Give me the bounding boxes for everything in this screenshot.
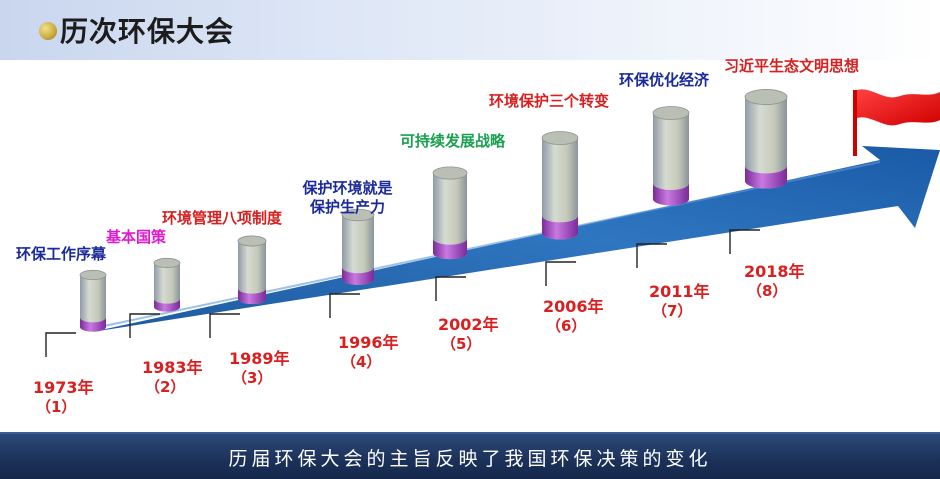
milestone-cylinder bbox=[153, 257, 181, 312]
milestone-index: （8） bbox=[747, 282, 788, 300]
milestone-year: 1989年 bbox=[229, 349, 290, 368]
milestone-cylinder bbox=[541, 131, 579, 240]
milestone-label: 环境保护三个转变 bbox=[489, 92, 610, 110]
page-title: 历次环保大会 bbox=[60, 15, 235, 48]
milestone-year: 2011年 bbox=[649, 282, 710, 301]
milestone-index: （2） bbox=[145, 378, 186, 396]
milestone-label: 习近平生态文明思想 bbox=[724, 57, 860, 75]
milestone-cylinder bbox=[432, 166, 468, 260]
milestone-year: 2018年 bbox=[744, 262, 805, 281]
milestone-cylinder bbox=[79, 269, 107, 332]
milestone-label: 环境管理八项制度 bbox=[162, 209, 283, 227]
step-marker bbox=[435, 276, 466, 301]
milestone-label: 环保优化经济 bbox=[619, 71, 710, 89]
timeline-diagram bbox=[45, 89, 940, 357]
footer-bar: 历届环保大会的主旨反映了我国环保决策的变化 bbox=[0, 432, 940, 479]
milestone-index: （6） bbox=[546, 317, 587, 335]
title-bullet-icon bbox=[39, 22, 57, 40]
milestone-year: 2006年 bbox=[543, 297, 604, 316]
milestone-index: （7） bbox=[652, 302, 693, 320]
footer-caption: 历届环保大会的主旨反映了我国环保决策的变化 bbox=[228, 448, 712, 470]
step-marker bbox=[329, 293, 360, 318]
milestone-label: 保护环境就是保护生产力 bbox=[302, 179, 393, 216]
step-marker bbox=[636, 243, 667, 268]
milestone-year: 2002年 bbox=[438, 315, 499, 334]
milestone-cylinder bbox=[652, 106, 690, 206]
milestone-index: （5） bbox=[441, 335, 482, 353]
milestone-cylinder bbox=[237, 235, 267, 305]
step-marker bbox=[545, 261, 576, 286]
milestone-year: 1996年 bbox=[338, 333, 399, 352]
milestone-index: （1） bbox=[36, 398, 77, 416]
step-marker bbox=[729, 229, 760, 254]
milestone-cylinder bbox=[744, 89, 788, 189]
milestone-label: 环保工作序幕 bbox=[16, 245, 107, 263]
milestone-label: 基本国策 bbox=[106, 228, 167, 246]
milestone-cylinder bbox=[341, 208, 375, 285]
header-bar: 历次环保大会 bbox=[0, 0, 940, 60]
milestone-index: （3） bbox=[232, 369, 273, 387]
flag-icon bbox=[853, 89, 940, 156]
milestone-label: 可持续发展战略 bbox=[400, 132, 506, 150]
step-marker bbox=[129, 313, 160, 338]
milestone-index: （4） bbox=[341, 353, 382, 371]
step-marker bbox=[209, 313, 240, 338]
milestone-year: 1983年 bbox=[142, 358, 203, 377]
milestone-year: 1973年 bbox=[33, 378, 94, 397]
step-marker bbox=[45, 332, 76, 357]
